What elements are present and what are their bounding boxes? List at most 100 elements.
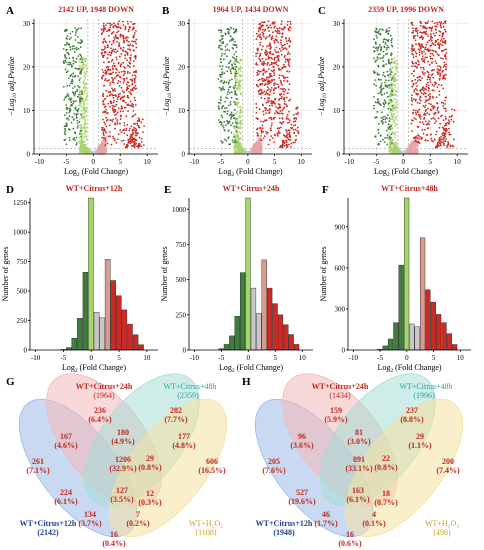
data-point bbox=[374, 101, 377, 104]
data-point bbox=[82, 152, 85, 154]
data-point bbox=[100, 33, 103, 36]
data-point bbox=[269, 100, 271, 102]
data-point bbox=[101, 51, 103, 54]
data-point bbox=[66, 117, 69, 120]
data-point bbox=[274, 38, 277, 40]
data-point bbox=[296, 126, 299, 129]
data-point bbox=[282, 76, 285, 78]
data-point bbox=[395, 141, 398, 144]
data-point bbox=[375, 59, 378, 62]
data-point bbox=[132, 49, 135, 51]
data-point bbox=[392, 148, 395, 151]
data-point bbox=[255, 145, 258, 148]
data-point bbox=[377, 142, 380, 145]
data-point bbox=[231, 139, 234, 141]
data-point bbox=[266, 64, 269, 66]
data-point bbox=[122, 37, 125, 40]
volcano-plots: A 2142 UP, 1948 DOWN-10 -5 0 5 100102030Log2 … bbox=[6, 5, 468, 178]
data-point bbox=[106, 95, 109, 98]
data-point bbox=[377, 128, 380, 131]
data-point bbox=[105, 108, 107, 111]
data-point bbox=[103, 26, 105, 29]
data-point bbox=[62, 85, 65, 88]
data-point bbox=[118, 55, 121, 58]
data-point bbox=[257, 73, 260, 75]
data-point bbox=[384, 85, 387, 87]
data-point bbox=[269, 48, 271, 50]
data-point bbox=[270, 89, 272, 92]
data-point bbox=[77, 41, 80, 44]
data-point bbox=[388, 120, 391, 123]
data-point bbox=[111, 94, 114, 97]
data-point bbox=[96, 147, 99, 149]
data-point bbox=[84, 127, 86, 130]
data-point bbox=[237, 144, 240, 147]
data-point bbox=[238, 127, 241, 130]
data-point bbox=[297, 131, 300, 133]
data-point bbox=[289, 136, 292, 139]
data-point bbox=[273, 74, 275, 76]
data-point bbox=[234, 68, 237, 71]
data-point bbox=[75, 143, 78, 146]
data-point bbox=[74, 107, 77, 110]
data-point bbox=[131, 79, 133, 82]
data-point bbox=[224, 33, 227, 36]
data-point bbox=[288, 45, 291, 47]
data-point bbox=[264, 93, 267, 96]
data-point bbox=[384, 118, 387, 121]
data-point bbox=[391, 123, 393, 126]
data-point bbox=[129, 66, 131, 69]
data-point bbox=[68, 115, 71, 118]
data-point bbox=[77, 85, 79, 87]
data-point bbox=[256, 140, 258, 143]
data-point bbox=[392, 75, 395, 77]
data-point bbox=[98, 144, 101, 146]
data-point bbox=[226, 70, 229, 73]
data-point bbox=[117, 107, 120, 110]
data-point bbox=[113, 88, 116, 90]
data-point bbox=[375, 84, 377, 87]
data-point bbox=[67, 43, 70, 46]
data-point bbox=[276, 32, 279, 35]
x-tick-label: 10 bbox=[298, 158, 306, 166]
data-point bbox=[118, 85, 121, 87]
data-point bbox=[264, 28, 267, 31]
data-point bbox=[134, 76, 137, 78]
data-point bbox=[389, 111, 392, 113]
y-tick-label: 20 bbox=[178, 63, 186, 71]
data-point bbox=[266, 132, 268, 135]
data-point bbox=[107, 135, 110, 138]
data-point bbox=[87, 151, 90, 153]
data-point bbox=[124, 101, 127, 104]
data-point bbox=[384, 137, 386, 139]
data-point bbox=[225, 124, 227, 127]
data-point bbox=[131, 82, 134, 85]
data-point bbox=[108, 124, 111, 127]
data-point bbox=[118, 71, 121, 74]
data-point bbox=[229, 59, 232, 62]
data-point bbox=[254, 142, 257, 144]
data-point bbox=[389, 91, 392, 94]
data-point bbox=[116, 31, 118, 34]
data-point bbox=[375, 27, 378, 30]
data-point bbox=[281, 145, 284, 148]
data-point bbox=[134, 57, 137, 60]
y-tick-label: 10 bbox=[23, 107, 31, 115]
data-point bbox=[110, 102, 113, 105]
data-point bbox=[262, 24, 264, 26]
data-point bbox=[235, 141, 238, 144]
data-point bbox=[100, 48, 103, 51]
data-point bbox=[226, 119, 229, 122]
data-point bbox=[83, 58, 86, 61]
data-point bbox=[72, 60, 75, 62]
data-point bbox=[106, 79, 109, 82]
data-point bbox=[80, 110, 83, 112]
data-point bbox=[277, 85, 280, 88]
data-point bbox=[293, 131, 296, 134]
data-point bbox=[383, 105, 385, 108]
data-point bbox=[221, 116, 224, 119]
data-point bbox=[238, 68, 240, 71]
data-point bbox=[281, 35, 284, 38]
data-point bbox=[62, 48, 65, 50]
data-point bbox=[283, 145, 286, 147]
